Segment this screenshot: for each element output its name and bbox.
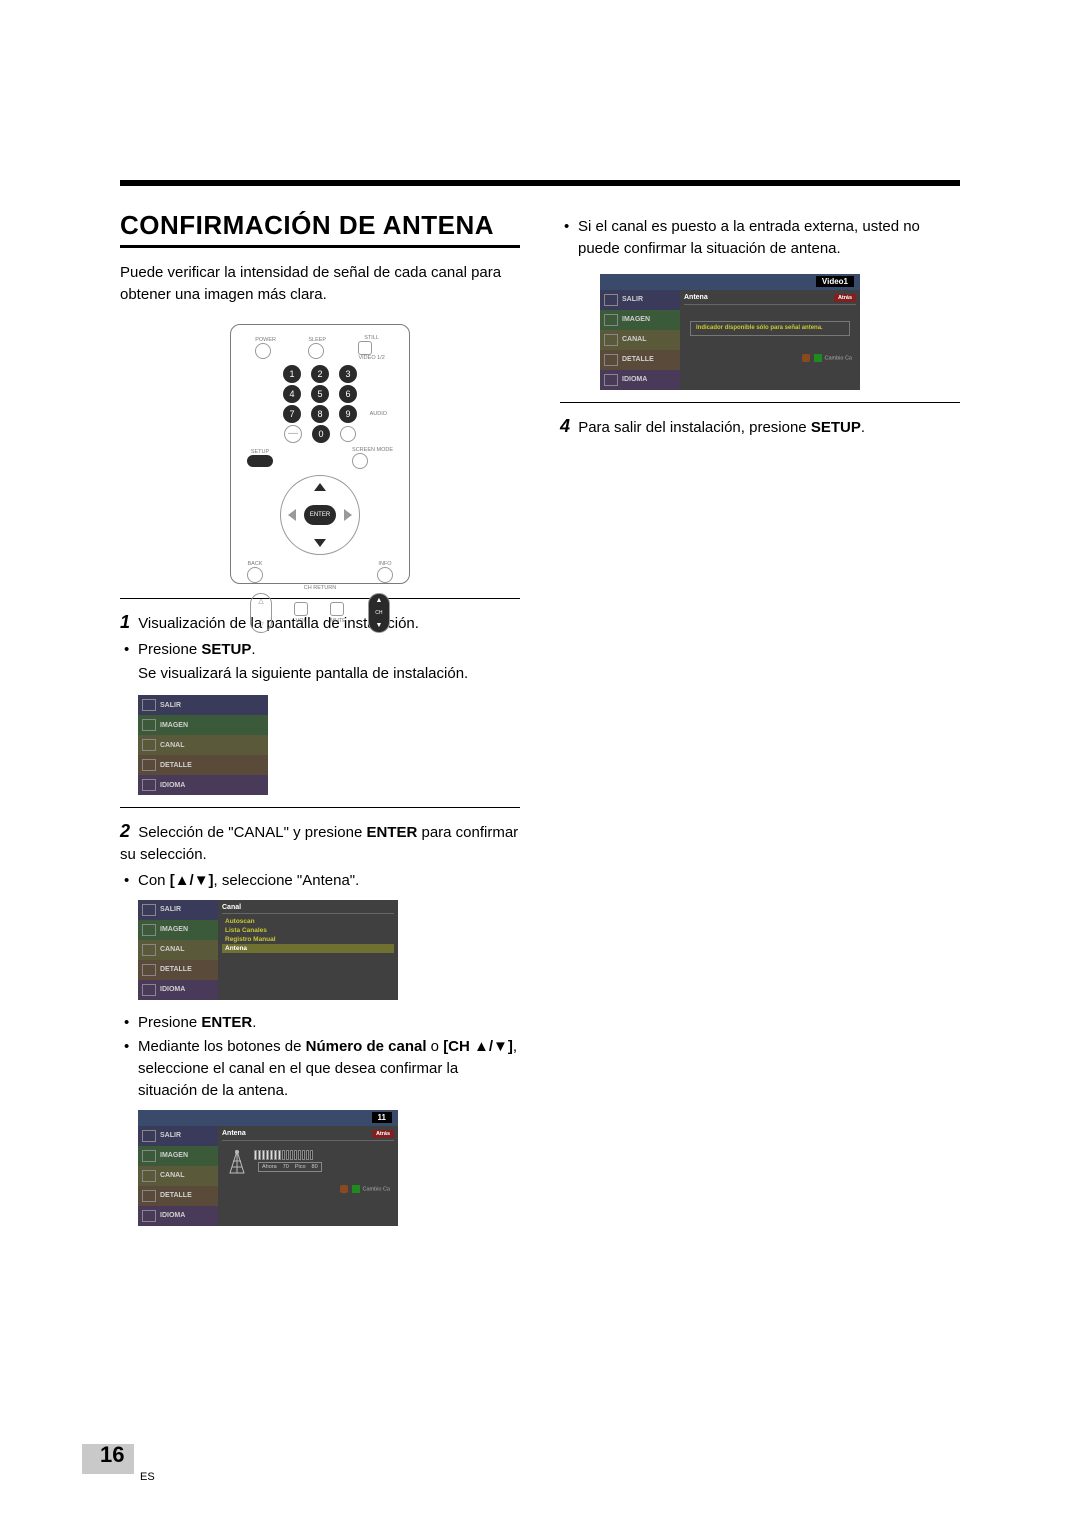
osd-screenshot-antena-signal: 11 SALIR IMAGEN CANAL DETALLE IDIOMA Ant… bbox=[138, 1110, 398, 1226]
osd-unavailable-msg: Indicador disponible sólo para señal ant… bbox=[690, 321, 850, 337]
signal-bar bbox=[254, 1150, 326, 1160]
remote-illustration: POWER SLEEP STILLVIDEO 1/2 123 456 789 A… bbox=[230, 324, 410, 584]
page-content: CONFIRMACIÓN DE ANTENA Puede verificar l… bbox=[120, 180, 960, 1238]
antenna-tower-icon bbox=[226, 1149, 248, 1175]
step-1-bullet: Presione SETUP. bbox=[120, 639, 520, 661]
osd-screenshot-setup: SALIR IMAGEN CANAL DETALLE IDIOMA bbox=[138, 695, 268, 795]
step-2-bullet-3: Mediante los botones de Número de canal … bbox=[120, 1036, 520, 1101]
osd-screenshot-canal: SALIR IMAGEN CANAL DETALLE IDIOMA Canal … bbox=[138, 900, 398, 1000]
divider bbox=[120, 807, 520, 808]
step-4: 4 Para salir del instalación, presione S… bbox=[560, 413, 960, 439]
intro-text: Puede verificar la intensidad de señal d… bbox=[120, 262, 520, 306]
note-external-input: Si el canal es puesto a la entrada exter… bbox=[560, 216, 960, 260]
right-column: Si el canal es puesto a la entrada exter… bbox=[560, 210, 960, 1238]
step-2: 2 Selección de "CANAL" y presione ENTER … bbox=[120, 818, 520, 866]
page-number: 16 bbox=[100, 1442, 124, 1468]
osd-screenshot-video1: Video1 SALIR IMAGEN CANAL DETALLE IDIOMA… bbox=[600, 274, 860, 390]
divider bbox=[560, 402, 960, 403]
section-title: CONFIRMACIÓN DE ANTENA bbox=[120, 210, 520, 248]
page-lang: ES bbox=[140, 1471, 155, 1483]
left-column: CONFIRMACIÓN DE ANTENA Puede verificar l… bbox=[120, 210, 520, 1238]
step-1-sub: Se visualizará la siguiente pantalla de … bbox=[120, 663, 520, 685]
step-2-bullet-1: Con [▲/▼], seleccione "Antena". bbox=[120, 870, 520, 892]
step-2-bullet-2: Presione ENTER. bbox=[120, 1012, 520, 1034]
